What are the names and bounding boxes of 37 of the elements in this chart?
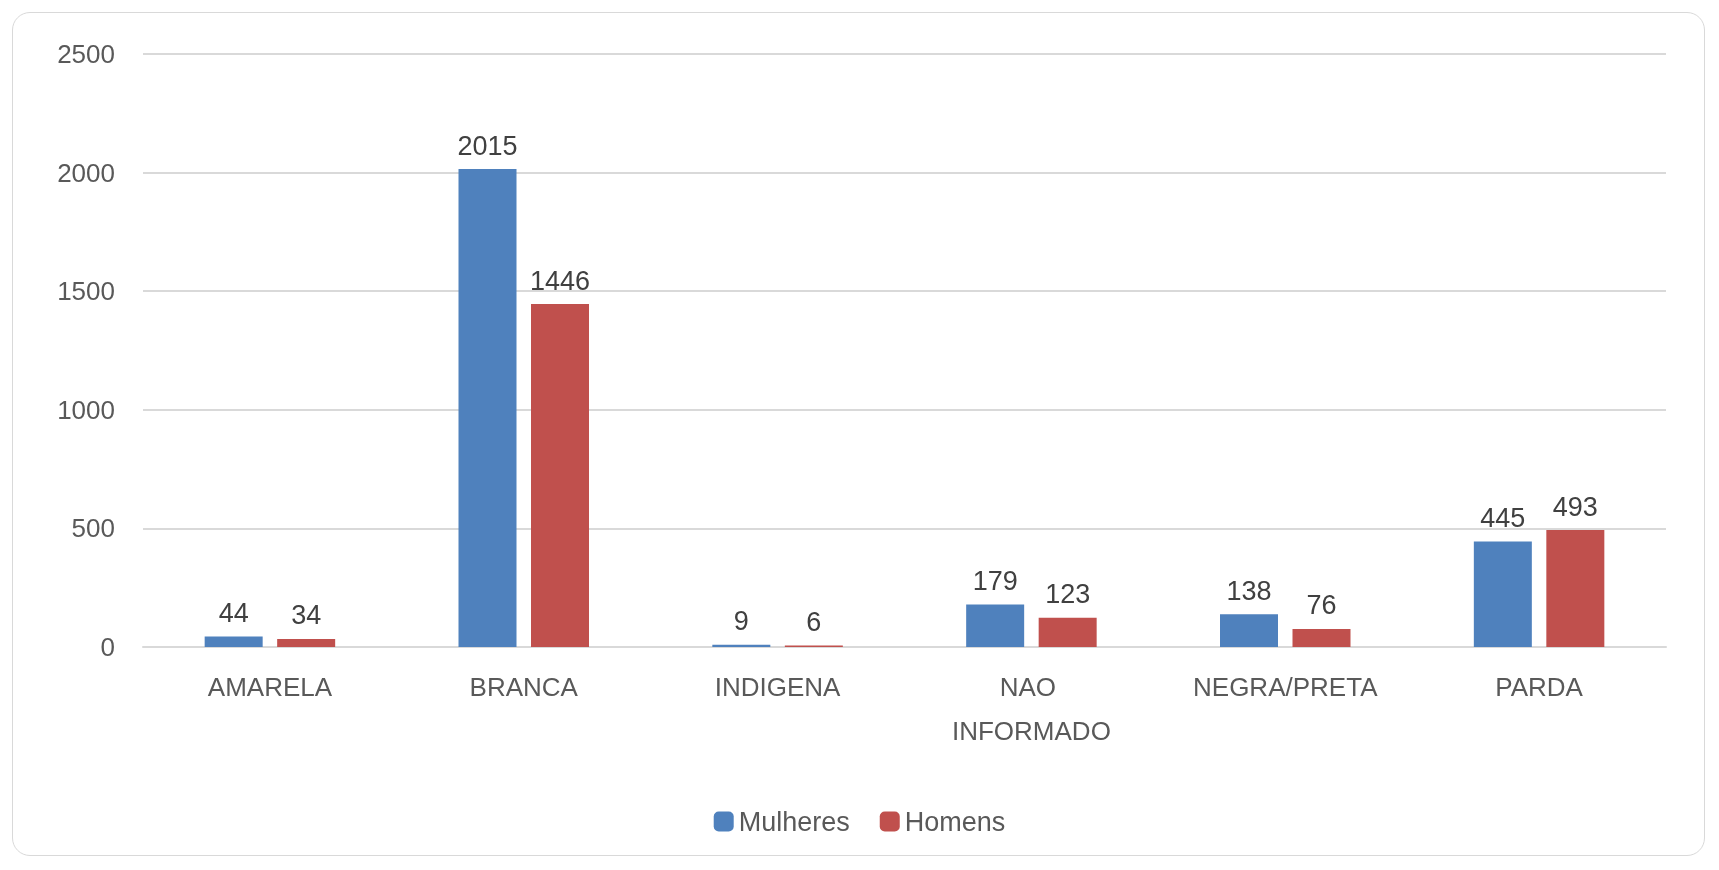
y-tick-label: 2000 xyxy=(57,157,115,188)
x-tick-label: BRANCA xyxy=(469,672,579,702)
y-tick-label: 2500 xyxy=(57,39,115,69)
x-tick-label: AMARELA xyxy=(207,672,333,702)
bar xyxy=(712,644,771,647)
y-tick-label: 1500 xyxy=(57,276,115,307)
data-label: 76 xyxy=(1306,590,1337,621)
data-label: 1446 xyxy=(529,265,591,296)
data-label: 179 xyxy=(972,566,1018,597)
bar xyxy=(1292,628,1351,647)
data-label: 34 xyxy=(291,600,322,631)
legend-label: Homens xyxy=(904,806,1006,837)
data-label: 2015 xyxy=(457,130,518,161)
x-tick-label: NEGRA/PRETA xyxy=(1193,672,1379,702)
bar xyxy=(1546,530,1605,647)
data-label: 6 xyxy=(806,607,822,638)
data-label: 44 xyxy=(218,598,249,629)
x-tick-label: PARDA xyxy=(1495,672,1584,702)
x-tick-label: INDIGENA xyxy=(714,672,842,702)
bar xyxy=(531,304,589,647)
bar xyxy=(1473,541,1532,647)
bar xyxy=(966,604,1025,647)
data-label: 123 xyxy=(1045,579,1091,610)
bar xyxy=(204,636,263,647)
bar xyxy=(458,169,517,647)
data-label: 445 xyxy=(1480,502,1526,533)
bar xyxy=(277,638,336,647)
bar xyxy=(1038,617,1097,647)
data-label: 493 xyxy=(1552,491,1598,522)
legend-label: Mulheres xyxy=(738,806,850,837)
y-tick-label: 0 xyxy=(100,632,115,662)
data-label: 138 xyxy=(1226,575,1272,606)
y-tick-label: 500 xyxy=(71,513,115,544)
data-label: 9 xyxy=(733,606,749,637)
y-tick-label: 1000 xyxy=(57,394,115,425)
bar xyxy=(1220,614,1278,647)
x-tick-label: NAO INFORMADO xyxy=(951,672,1111,746)
